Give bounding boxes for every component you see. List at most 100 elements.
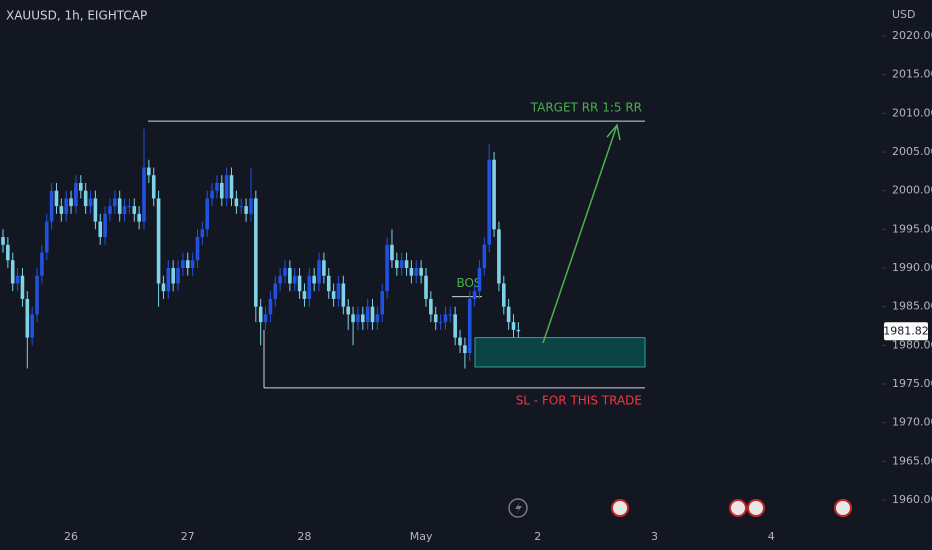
candle-body [137,213,141,222]
candle-body [268,298,273,315]
candle-body [244,206,248,214]
candle-body [171,268,175,284]
candle-body [122,206,127,214]
candle-body [181,260,185,269]
candle-body [331,291,336,299]
candle-body [108,206,112,214]
candle-body [326,275,331,292]
candle-body [302,291,307,299]
candle-body [458,337,462,346]
candle-body [390,244,394,261]
candle-body [487,159,491,245]
candle-body [25,298,30,338]
candle-body [317,260,321,284]
flag-icon[interactable] [729,499,747,517]
candle-body [166,268,171,292]
flag-icon[interactable] [747,499,765,517]
candle-body [93,198,98,222]
candle-body [190,260,195,269]
candle-body [516,329,521,332]
candle-body [409,268,414,276]
candle-body [176,268,180,284]
candle-body [185,260,190,269]
candle-body [54,190,59,207]
y-tick-label: 1990.00 [892,261,932,274]
event-icons[interactable] [508,498,852,518]
y-tick-label: 2005.00 [892,145,932,158]
candle-body [229,175,234,199]
candle-body [341,283,346,307]
candle-body [433,314,438,323]
candle-body [117,198,122,214]
target-label: TARGET RR 1:5 RR [530,101,642,115]
event-icon[interactable] [508,498,528,518]
candle-body [472,291,477,299]
candle-body [273,283,278,299]
x-tick-label: 26 [64,530,78,543]
candle-body [370,306,375,323]
x-tick-label: 3 [651,530,658,543]
candle-body [219,182,224,199]
candle-body [424,275,428,299]
candle-body [98,221,103,238]
candle-body [404,260,409,269]
candle-body [506,306,511,323]
candle-body [147,167,151,176]
y-tick-label: 1980.00 [892,338,932,351]
candle-body [215,182,219,191]
candle-body [249,198,253,214]
candle-body [501,283,506,307]
candle-body [132,206,137,214]
candle-body [15,275,20,284]
candle-body [30,314,34,338]
y-tick-label: 1995.00 [892,222,932,235]
y-tick-label: 2020.00 [892,29,932,42]
candle-body [448,314,453,316]
candle-body [356,314,360,323]
x-tick-label: 4 [768,530,775,543]
candle-body [113,198,117,207]
y-tick-label: 1960.00 [892,493,932,506]
x-tick-label: 28 [297,530,311,543]
candle-body [278,275,282,284]
candle-body [35,275,39,315]
y-tick-label: 1985.00 [892,300,932,313]
chart-title: XAUUSD, 1h, EIGHTCAP [6,9,147,23]
target-arrow-head [606,123,621,141]
candle-body [453,314,457,338]
candle-body [239,206,244,208]
candle-body [288,268,292,284]
candle-body [234,198,239,207]
candle-body [88,198,93,207]
candle-body [395,260,399,269]
candle-body [365,306,370,323]
candle-body [156,198,161,284]
candle-body [492,159,496,230]
candle-body [20,275,25,299]
candle-body [511,322,516,330]
y-tick-label: 1965.00 [892,454,932,467]
candle-body [10,260,15,284]
candle-body [336,283,341,299]
candle-body [6,244,10,261]
candle-body [224,175,229,199]
candle-body [385,244,389,292]
candle-body [59,206,64,214]
candle-body [414,268,419,276]
candle-body [292,275,297,284]
flag-icon[interactable] [611,499,629,517]
y-axis-label: USD [892,8,916,21]
candle-body [40,252,44,276]
candle-body [463,345,467,354]
x-tick-label: 2 [534,530,541,543]
last-price-badge [884,322,928,341]
candle-body [360,314,365,323]
flag-icon[interactable] [834,499,852,517]
y-tick-label: 2015.00 [892,68,932,81]
candle-body [307,275,312,299]
candle-body [78,182,83,191]
candle-body [205,198,210,230]
candle-body [346,306,351,315]
candle-body [83,190,88,207]
